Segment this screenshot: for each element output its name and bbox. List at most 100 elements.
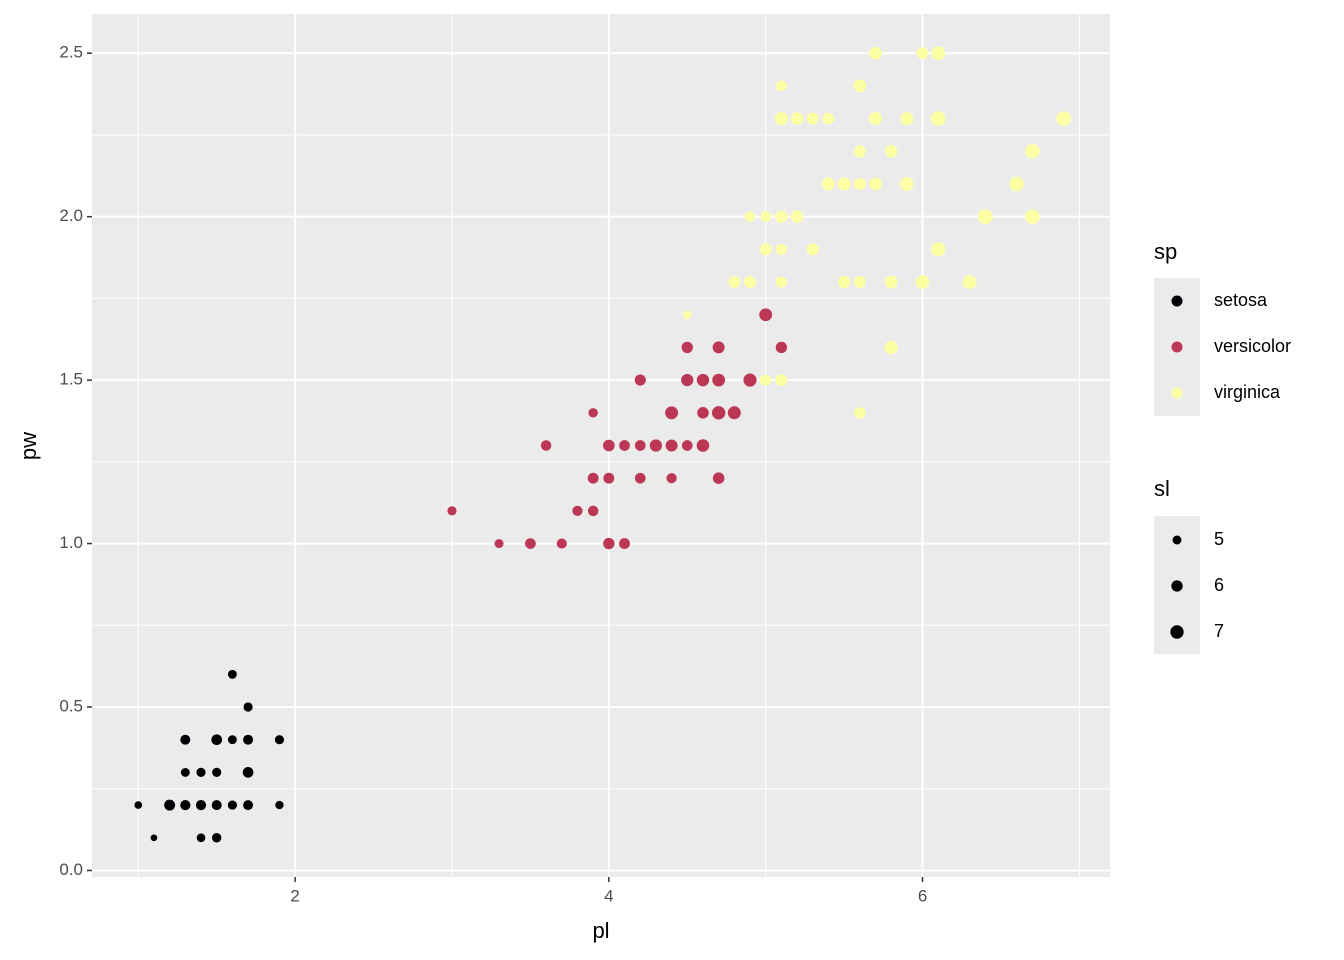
point (712, 407, 725, 419)
x-tick-label: 4 (604, 886, 613, 905)
panel (92, 14, 1110, 877)
point (775, 243, 787, 255)
y-tick-label: 0.5 (59, 696, 83, 715)
point (540, 440, 552, 451)
point (759, 308, 773, 322)
point (603, 440, 614, 451)
point (869, 46, 882, 60)
point (775, 374, 788, 387)
point (634, 374, 646, 386)
y-tick-label: 2.0 (59, 206, 83, 225)
point (227, 800, 237, 810)
point (665, 439, 678, 452)
point (712, 341, 725, 354)
point (806, 112, 819, 125)
point (853, 79, 867, 93)
point (1009, 176, 1024, 192)
point (572, 505, 583, 516)
point (682, 310, 692, 320)
point (790, 210, 804, 223)
point (525, 538, 536, 549)
legend-title: sp (1154, 239, 1177, 264)
point (681, 341, 693, 354)
point (884, 145, 898, 158)
point (775, 341, 788, 354)
x-tick-label: 6 (918, 886, 927, 905)
legend-key (1170, 625, 1184, 639)
point (900, 177, 914, 191)
point (884, 340, 899, 355)
point (696, 373, 710, 387)
point (759, 243, 772, 256)
y-tick-label: 0.0 (59, 860, 83, 879)
legend-label: 6 (1214, 575, 1224, 595)
point (212, 767, 222, 777)
point (853, 145, 866, 158)
point (962, 275, 977, 290)
legend-title: sl (1154, 476, 1170, 501)
point (587, 505, 599, 517)
point (821, 177, 836, 191)
legend-key (1171, 387, 1183, 399)
point (916, 47, 929, 60)
point (181, 768, 190, 777)
y-axis-title: pw (16, 432, 41, 460)
point (556, 538, 567, 549)
point (619, 440, 630, 451)
point (682, 375, 693, 386)
point (447, 506, 457, 516)
point (634, 472, 646, 484)
point (696, 439, 710, 452)
y-tick-label: 2.5 (59, 43, 83, 62)
point (977, 209, 993, 225)
point (931, 46, 946, 61)
point (134, 801, 143, 809)
point (150, 834, 158, 842)
legend-label: setosa (1214, 290, 1268, 310)
point (603, 537, 615, 550)
point (712, 373, 726, 387)
point (196, 833, 206, 843)
point (837, 177, 851, 191)
legend-label: versicolor (1214, 336, 1291, 356)
point (494, 539, 504, 549)
point (884, 275, 898, 289)
point (744, 211, 756, 222)
point (728, 276, 741, 288)
point (712, 472, 725, 484)
point (869, 177, 882, 191)
x-axis-title: pl (592, 918, 609, 943)
point (775, 276, 787, 288)
point (180, 734, 191, 745)
legend-label: 5 (1214, 529, 1224, 549)
point (775, 210, 788, 223)
legend-label: virginica (1214, 382, 1281, 402)
legend-label: 7 (1214, 621, 1224, 641)
point (1025, 143, 1040, 159)
point (760, 211, 772, 223)
point (211, 734, 222, 745)
point (242, 767, 254, 778)
point (603, 472, 615, 484)
point (1056, 111, 1072, 126)
legend-key (1171, 341, 1183, 353)
point (165, 800, 175, 810)
point (868, 112, 883, 126)
point (727, 406, 741, 420)
point (275, 800, 284, 810)
point (744, 276, 756, 288)
point (211, 800, 222, 810)
legend-key (1171, 580, 1183, 592)
point (775, 80, 787, 92)
point (760, 374, 772, 386)
point (243, 702, 253, 712)
point (650, 439, 662, 452)
point (619, 538, 630, 550)
point (790, 112, 804, 126)
point (681, 440, 693, 451)
point (666, 473, 677, 484)
y-tick-label: 1.0 (59, 533, 83, 552)
point (854, 407, 866, 419)
point (1025, 209, 1040, 224)
point (196, 800, 206, 810)
